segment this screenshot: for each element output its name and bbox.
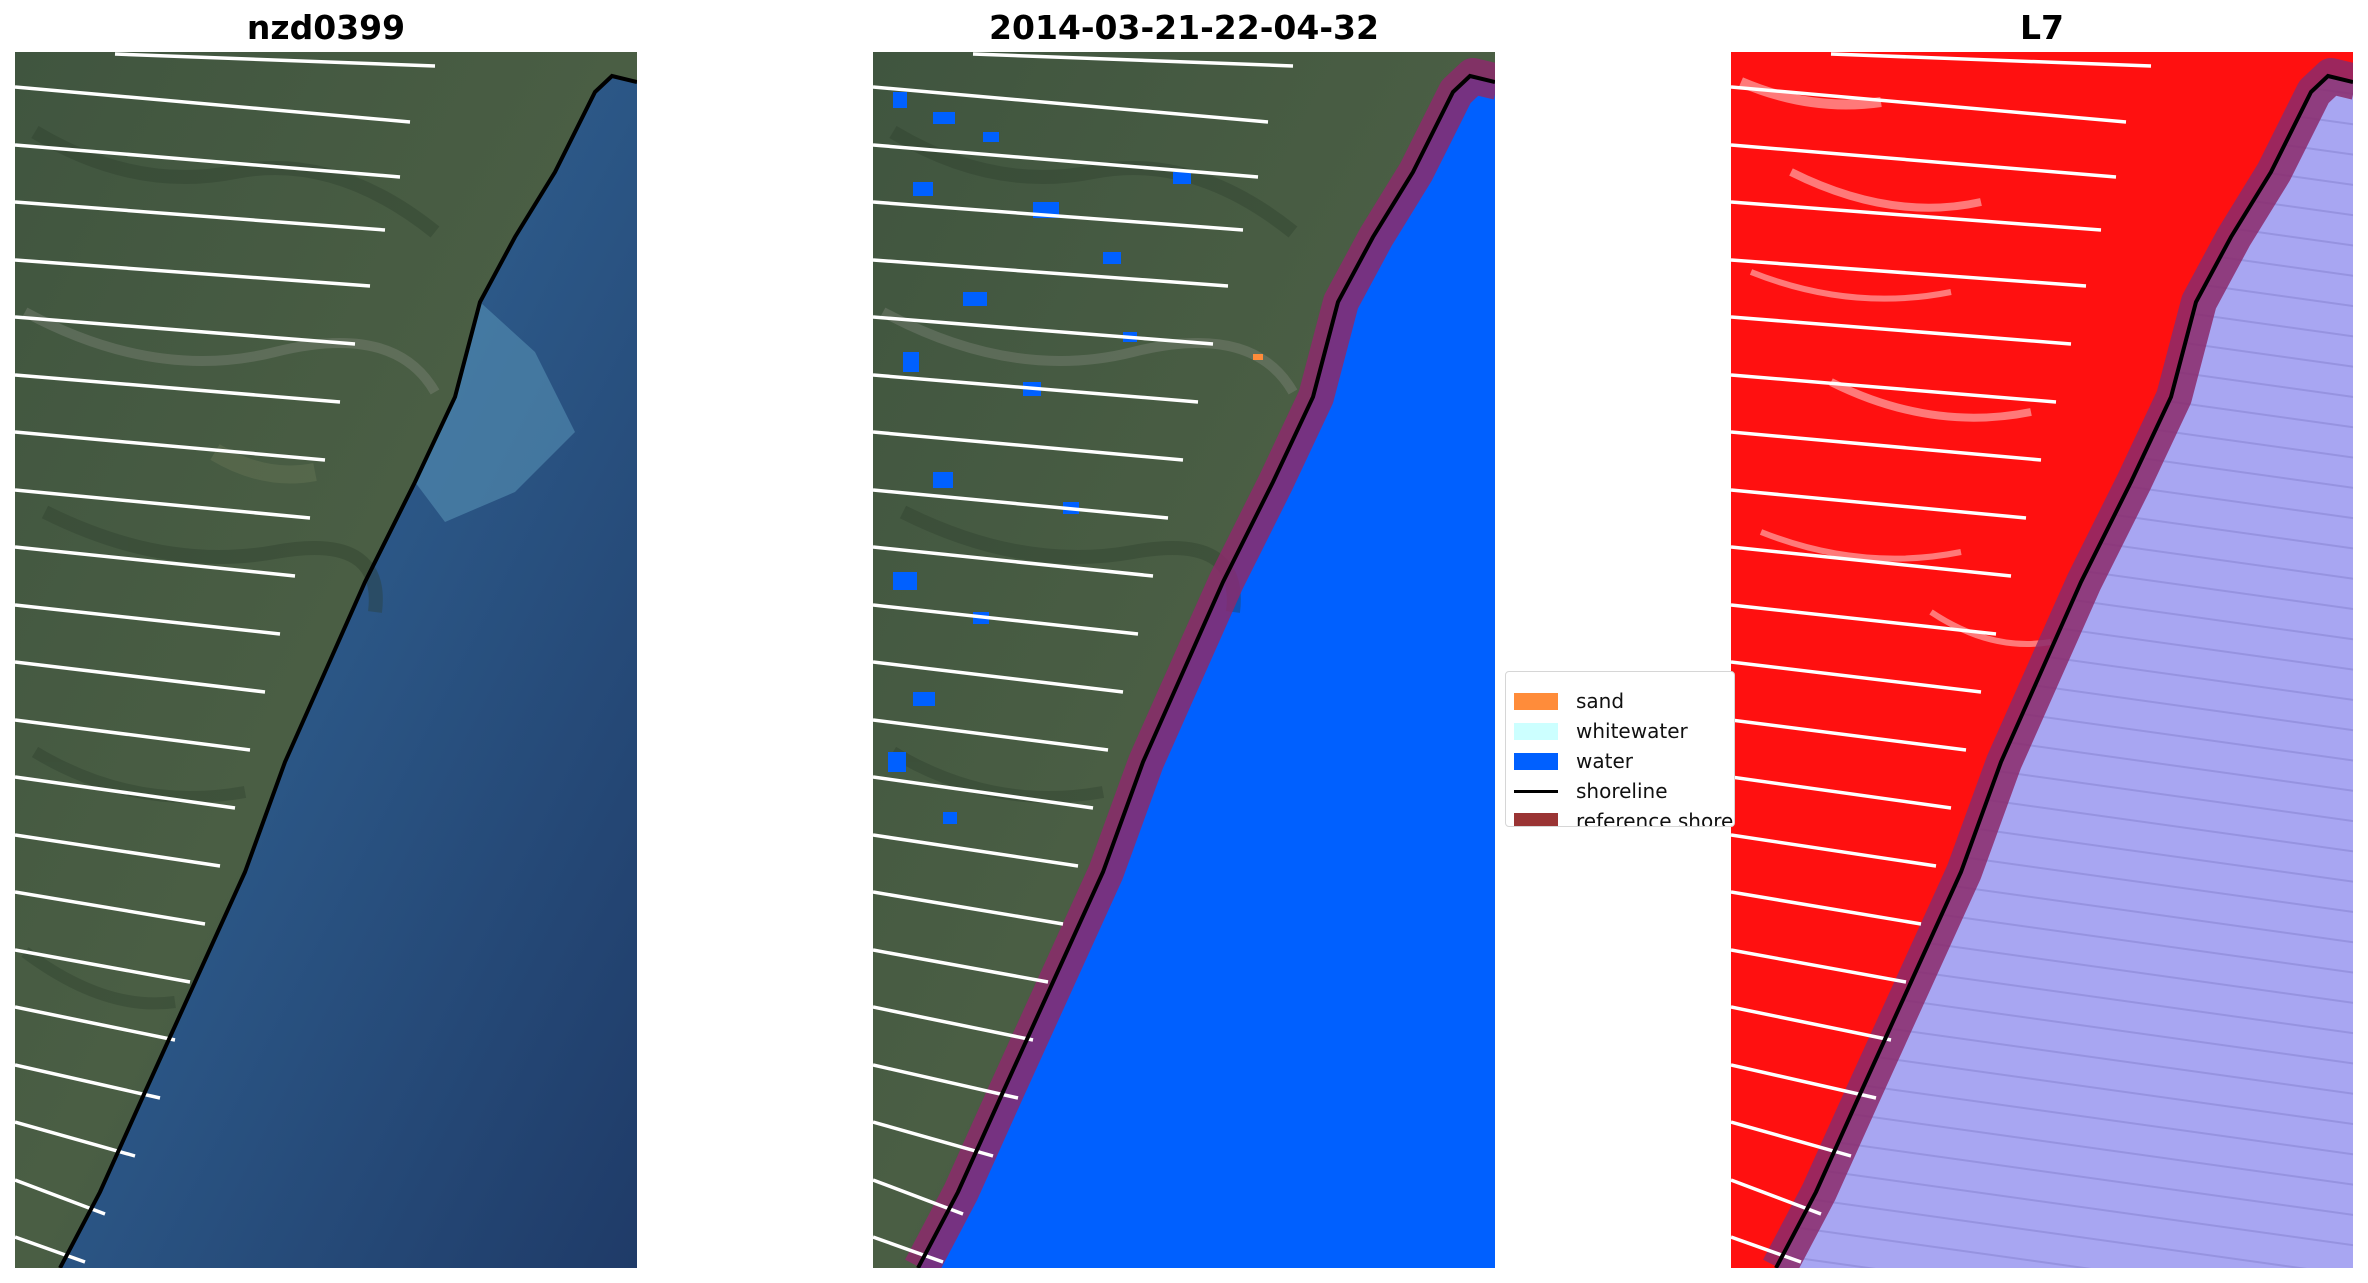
legend-item-water: water <box>1514 746 1734 776</box>
legend-label: water <box>1576 749 1633 773</box>
sand-patch <box>1253 354 1263 360</box>
reference-shoreline-buffer <box>1763 58 2353 1268</box>
shoreline-swatch <box>1514 790 1558 793</box>
panel-title-rgb: nzd0399 <box>246 8 406 47</box>
panel-title-classified: 2014-03-21-22-04-32 <box>989 8 1379 47</box>
legend-item-sand: sand <box>1514 686 1734 716</box>
legend-item-reference-shoreline-buffer: reference shoreline buffer <box>1514 806 1734 827</box>
legend-label: sand <box>1576 689 1625 713</box>
legend-label: reference shoreline buffer <box>1576 809 1734 827</box>
sand-swatch <box>1514 693 1558 710</box>
legend: sand whitewater water shoreline referenc… <box>1505 671 1735 827</box>
water-index-panel <box>1731 52 2353 1268</box>
terrain-texture <box>21 125 440 1010</box>
sediment-plume <box>415 302 575 522</box>
land-area <box>15 52 637 1268</box>
reference-buffer-swatch <box>1514 813 1558 826</box>
legend-item-shoreline: shoreline <box>1514 776 1734 806</box>
scan-gaps <box>873 52 1294 1264</box>
shoreline <box>1774 73 2353 1268</box>
legend-label: whitewater <box>1576 719 1688 743</box>
water-swatch <box>1514 753 1558 770</box>
legend-item-whitewater: whitewater <box>1514 716 1734 746</box>
legend-label: shoreline <box>1576 779 1668 803</box>
scan-gaps <box>1731 52 2152 1264</box>
rgb-image-panel <box>15 52 637 1268</box>
classified-image-panel <box>873 52 1495 1268</box>
scan-gaps <box>15 52 436 1264</box>
shoreline <box>916 73 1495 1268</box>
shoreline <box>58 73 637 1268</box>
panel-title-index: L7 <box>2020 8 2064 47</box>
whitewater-swatch <box>1514 723 1558 740</box>
reference-shoreline-buffer <box>905 58 1495 1268</box>
